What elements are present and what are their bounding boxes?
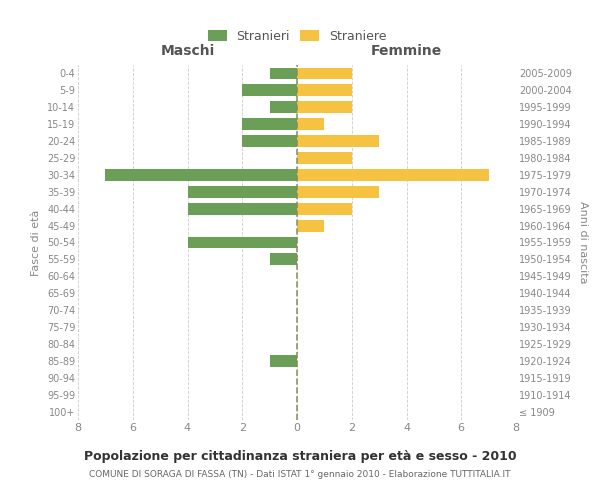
Bar [297,84,352,96]
Legend: Stranieri, Straniere: Stranieri, Straniere [203,25,391,48]
Bar [242,84,297,96]
Bar [297,118,325,130]
Bar [242,118,297,130]
Bar [269,102,297,113]
Bar [269,355,297,367]
Bar [187,186,297,198]
Text: Femmine: Femmine [371,44,442,58]
Text: Popolazione per cittadinanza straniera per età e sesso - 2010: Popolazione per cittadinanza straniera p… [83,450,517,463]
Bar [187,236,297,248]
Bar [297,169,488,181]
Bar [297,152,352,164]
Bar [297,102,352,113]
Bar [297,135,379,147]
Bar [269,254,297,266]
Bar [297,220,325,232]
Bar [187,203,297,214]
Bar [297,68,352,80]
Bar [242,135,297,147]
Bar [106,169,297,181]
Text: COMUNE DI SORAGA DI FASSA (TN) - Dati ISTAT 1° gennaio 2010 - Elaborazione TUTTI: COMUNE DI SORAGA DI FASSA (TN) - Dati IS… [89,470,511,479]
Bar [297,203,352,214]
Bar [269,68,297,80]
Text: Maschi: Maschi [160,44,215,58]
Bar [297,186,379,198]
Y-axis label: Fasce di età: Fasce di età [31,210,41,276]
Y-axis label: Anni di nascita: Anni di nascita [578,201,589,284]
